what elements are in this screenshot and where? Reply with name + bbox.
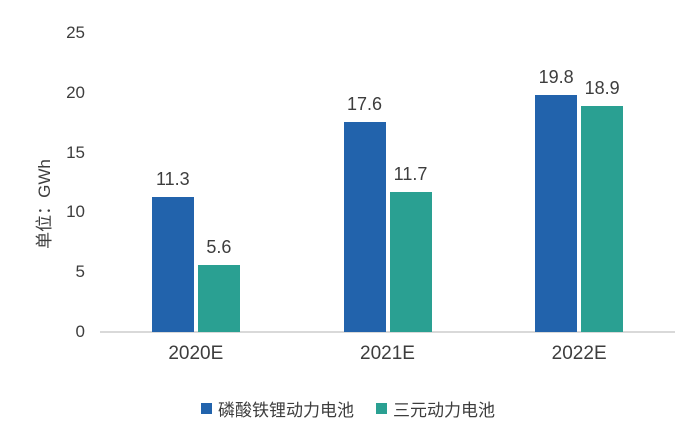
x-tick-label: 2020E bbox=[168, 343, 224, 364]
x-tick-label: 2022E bbox=[551, 343, 607, 364]
value-label: 11.3 bbox=[155, 168, 190, 189]
legend: 磷酸铁锂动力电池 三元动力电池 bbox=[0, 396, 696, 421]
legend-label: 三元动力电池 bbox=[393, 401, 495, 420]
y-tick-label: 15 bbox=[66, 142, 85, 162]
value-label: 17.6 bbox=[346, 93, 383, 114]
legend-swatch bbox=[201, 403, 212, 414]
bar bbox=[389, 192, 432, 332]
x-tick-label: 2021E bbox=[360, 343, 415, 364]
y-tick-label: 20 bbox=[66, 82, 85, 102]
value-label: 18.9 bbox=[584, 77, 620, 98]
x-axis-line bbox=[100, 331, 675, 333]
y-tick-label: 5 bbox=[75, 262, 85, 282]
value-label: 5.6 bbox=[206, 237, 232, 258]
bar bbox=[343, 121, 386, 332]
y-tick-label: 0 bbox=[75, 322, 85, 341]
value-label: 19.8 bbox=[538, 67, 574, 88]
y-tick-label: 10 bbox=[66, 202, 85, 222]
legend-label: 磷酸铁锂动力电池 bbox=[218, 401, 354, 420]
bar bbox=[197, 265, 240, 332]
legend-item: 三元动力电池 bbox=[376, 396, 495, 421]
bar bbox=[535, 95, 578, 332]
legend-swatch bbox=[376, 403, 387, 414]
y-tick-label: 25 bbox=[66, 23, 85, 42]
value-label: 11.7 bbox=[393, 164, 428, 185]
bar bbox=[151, 196, 194, 332]
legend-item: 磷酸铁锂动力电池 bbox=[201, 396, 354, 421]
bar bbox=[581, 105, 624, 332]
